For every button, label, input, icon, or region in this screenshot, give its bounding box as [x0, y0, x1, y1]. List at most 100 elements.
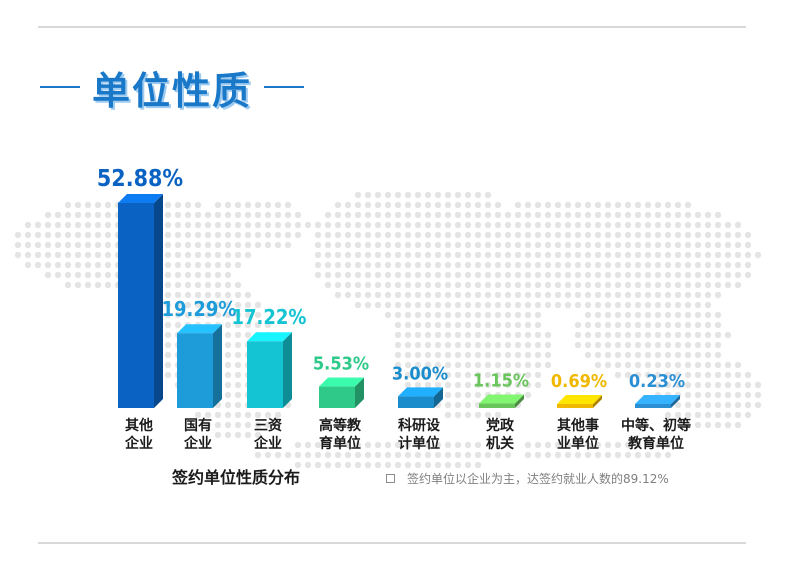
map-dot: [544, 291, 552, 299]
map-dot: [434, 311, 442, 319]
map-dot: [194, 271, 202, 279]
map-dot: [614, 441, 622, 449]
map-dot: [324, 241, 332, 249]
map-dot: [84, 201, 92, 209]
map-dot: [514, 361, 522, 369]
map-dot: [584, 201, 592, 209]
map-dot: [204, 271, 212, 279]
map-dot: [404, 461, 412, 469]
map-dot: [444, 271, 452, 279]
map-dot: [334, 211, 342, 219]
map-dot: [104, 241, 112, 249]
map-dot: [744, 231, 752, 239]
map-dot: [404, 211, 412, 219]
bar-side: [671, 395, 680, 408]
map-dot: [334, 291, 342, 299]
map-dot: [484, 261, 492, 269]
map-dot: [54, 251, 62, 259]
map-dot: [674, 371, 682, 379]
map-dot: [664, 301, 672, 309]
map-dot: [204, 301, 212, 309]
map-dot: [704, 271, 712, 279]
category-label: 科研设: [398, 417, 441, 434]
map-dot: [534, 281, 542, 289]
map-dot: [84, 241, 92, 249]
map-dot: [84, 261, 92, 269]
category-label: 业单位: [557, 435, 599, 452]
bar-top: [247, 332, 292, 342]
map-dot: [524, 201, 532, 209]
map-dot: [714, 261, 722, 269]
map-dot: [174, 201, 182, 209]
map-dot: [34, 231, 42, 239]
map-dot: [614, 211, 622, 219]
map-dot: [444, 201, 452, 209]
map-dot: [84, 271, 92, 279]
bar-front: [319, 386, 355, 408]
map-dot: [464, 261, 472, 269]
map-dot: [484, 211, 492, 219]
map-dot: [574, 301, 582, 309]
map-dot: [654, 251, 662, 259]
map-dot: [504, 281, 512, 289]
map-dot: [234, 401, 242, 409]
map-dot: [514, 311, 522, 319]
map-dot: [324, 251, 332, 259]
map-dot: [414, 221, 422, 229]
map-dot: [694, 401, 702, 409]
map-dot: [464, 251, 472, 259]
map-dot: [324, 281, 332, 289]
map-dot: [404, 301, 412, 309]
map-dot: [664, 351, 672, 359]
map-dot: [664, 411, 672, 419]
map-dot: [644, 241, 652, 249]
map-dot: [444, 311, 452, 319]
map-dot: [224, 251, 232, 259]
map-dot: [54, 221, 62, 229]
map-dot: [724, 271, 732, 279]
map-dot: [404, 451, 412, 459]
map-dot: [424, 221, 432, 229]
map-dot: [464, 361, 472, 369]
map-dot: [194, 261, 202, 269]
map-dot: [634, 221, 642, 229]
map-dot: [174, 241, 182, 249]
map-dot: [364, 451, 372, 459]
map-dot: [564, 441, 572, 449]
map-dot: [174, 231, 182, 239]
map-dot: [254, 321, 262, 329]
map-dot: [574, 211, 582, 219]
map-dot: [204, 311, 212, 319]
category-label: 企业: [124, 435, 153, 452]
map-dot: [394, 371, 402, 379]
map-dot: [744, 371, 752, 379]
map-dot: [664, 261, 672, 269]
map-dot: [234, 381, 242, 389]
map-dot: [374, 301, 382, 309]
map-dot: [454, 371, 462, 379]
map-dot: [344, 461, 352, 469]
map-dot: [424, 211, 432, 219]
map-dot: [724, 281, 732, 289]
map-dot: [434, 461, 442, 469]
map-dot: [584, 331, 592, 339]
map-dot: [204, 251, 212, 259]
map-dot: [424, 241, 432, 249]
map-dot: [734, 221, 742, 229]
map-dot: [424, 261, 432, 269]
map-dot: [564, 211, 572, 219]
map-dot: [194, 291, 202, 299]
map-dot: [394, 321, 402, 329]
category-label: 企业: [183, 435, 212, 452]
map-dot: [654, 351, 662, 359]
map-dot: [694, 361, 702, 369]
map-dot: [224, 411, 232, 419]
map-dot: [394, 361, 402, 369]
map-dot: [494, 271, 502, 279]
map-dot: [714, 361, 722, 369]
map-dot: [674, 311, 682, 319]
map-dot: [404, 291, 412, 299]
map-dot: [684, 311, 692, 319]
map-dot: [654, 371, 662, 379]
map-dot: [404, 331, 412, 339]
